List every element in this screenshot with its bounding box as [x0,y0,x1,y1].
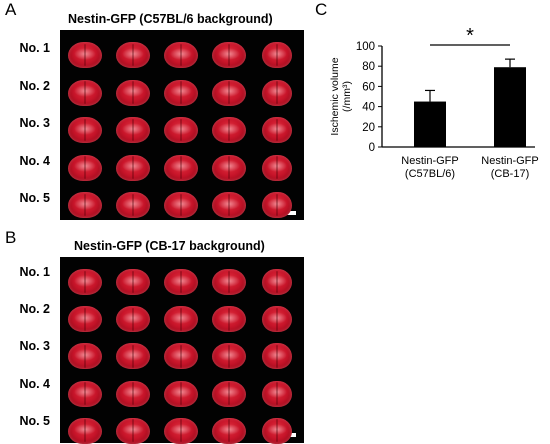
panel-b-title: Nestin-GFP (CB-17 background) [74,239,265,253]
panel-b-brain-slice [164,343,198,370]
panel-a-brain-slice [116,117,150,143]
x-tick-label: Nestin-GFP [481,155,538,167]
panel-a-brain-slice [164,79,198,106]
y-axis-label: (/mm³) [341,81,353,112]
y-tick-label: 80 [362,61,375,73]
panel-a-brain-slice [212,117,246,143]
panel-b-row-label: No. 1 [19,265,50,279]
panel-b-brain-slice [68,343,102,370]
panel-a-brain-slice [212,154,246,181]
panel-a-brain-slice [68,79,102,106]
panel-b-brain-slice [116,380,150,407]
panel-b-brain-slice [212,306,246,333]
panel-b-brain-slice [164,306,198,333]
y-tick-label: 20 [362,122,375,134]
x-tick-label: (CB-17) [491,168,530,180]
panel-a-row-label: No. 2 [19,78,50,93]
panel-c-letter: C [315,0,328,19]
panel-a-brain-slice [164,192,198,218]
panel-b-row-label: No. 2 [19,302,50,317]
panel-b-brain-slice [164,380,198,407]
panel-b-brain-slice [212,343,246,370]
panel-a-brain-slice [262,117,292,143]
panel-b-brain-slice [68,417,102,444]
panel-b-brain-slice [68,380,102,407]
bar [494,67,526,147]
panel-b-brain-slice [212,380,246,407]
panel-b-brain-slice [212,269,246,295]
panel-a-brain-slice [68,117,102,143]
panel-b-brain-slice [164,269,198,295]
y-tick-label: 40 [362,102,375,114]
panel-a-brain-slice [262,192,292,218]
panel-b-row-label: No. 3 [19,339,50,354]
panel-b-brain-slice [164,417,198,444]
panel-a-row-label: No. 3 [19,116,50,130]
panel-b-brain-slice [262,417,292,444]
panel-b-brain-slice [68,269,102,295]
panel-b-brain-slice [68,306,102,333]
panel-b-brain-slice [262,380,292,407]
panel-a-brain-slice [212,79,246,106]
panel-a-brain-slice [262,42,292,68]
panel-b-brain-slice [116,306,150,333]
panel-a-brain-slice [116,79,150,106]
panel-b-brain-slice [212,417,246,444]
panel-b-brain-slice [116,269,150,295]
panel-a-brain-slice [212,192,246,218]
y-tick-label: 100 [356,41,375,53]
panel-b-brain-slice [262,269,292,295]
panel-a-row-label: No. 1 [19,41,50,55]
panel-a-brain-slice [116,154,150,181]
y-tick-label: 60 [362,81,375,93]
panel-a-title: Nestin-GFP (C57BL/6 background) [68,12,273,26]
panel-b-letter: B [5,228,17,247]
panel-a-brain-slice [116,192,150,218]
panel-b-brain-slice [262,343,292,370]
panel-a-brain-slice [212,42,246,68]
panel-a-letter: A [5,0,17,19]
panel-b-brain-slice [262,306,292,333]
panel-b-row-label: No. 5 [19,413,50,428]
panel-a-brain-slice [164,117,198,143]
panel-a-brain-slice [262,79,292,106]
panel-b-row-label: No. 4 [19,376,50,391]
y-tick-label: 0 [369,142,375,154]
panel-a-brain-slices-photo [60,30,304,220]
panel-b-brain-slice [116,343,150,370]
y-axis-label: Ischemic volume [329,57,341,135]
panel-a-row-label: No. 5 [19,191,50,205]
panel-a-brain-slice [68,42,102,68]
significance-marker: * [466,25,474,47]
panel-c-bar-chart: 0 20 40 60 80 100 Ischemic volume (/mm³) Nestin-… [329,25,539,180]
x-tick-label: Nestin-GFP [401,155,458,167]
panel-a-brain-slice [164,42,198,68]
panel-a-brain-slice [164,154,198,181]
bar [414,101,446,147]
panel-a-row-label: No. 4 [19,153,50,168]
x-tick-label: (C57BL/6) [405,168,455,180]
panel-a-brain-slice [116,42,150,68]
panel-a-brain-slice [68,192,102,218]
panel-a-brain-slice [262,154,292,181]
panel-b-brain-slices-photo [60,257,304,444]
panel-a-brain-slice [68,154,102,181]
panel-b-brain-slice [116,417,150,444]
